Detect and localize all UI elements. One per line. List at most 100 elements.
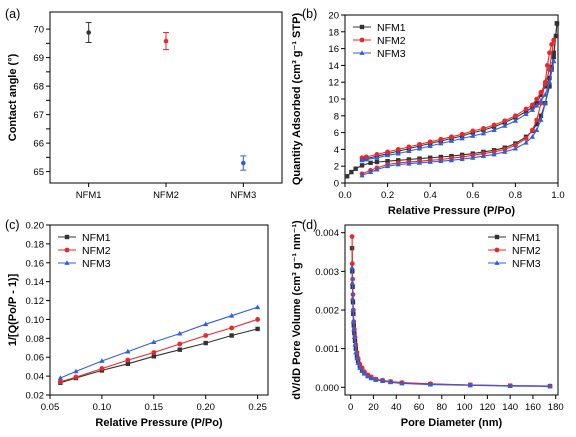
data-point-NFM3 xyxy=(542,100,548,106)
y-tick-label-d: 0.001 xyxy=(315,344,339,355)
data-point-NFM2 xyxy=(491,122,497,128)
plot-frame-c xyxy=(49,224,269,396)
data-point-NFM3 xyxy=(470,133,476,138)
x-tick-label-a: NFM2 xyxy=(153,190,179,201)
data-point-NFM2 xyxy=(544,63,550,68)
series-line-NFM3 xyxy=(60,306,258,379)
y-tick-label-c: 0.04 xyxy=(26,372,45,383)
data-point-NFM3 xyxy=(255,304,261,310)
data-point-NFM1 xyxy=(428,155,433,160)
y-tick-label-b: 8 xyxy=(334,111,339,122)
data-point-NFM2 xyxy=(459,131,465,137)
x-tick-label-d: 100 xyxy=(457,402,473,413)
data-point-NFM3 xyxy=(349,280,355,285)
y-tick-label-b: 6 xyxy=(334,128,339,139)
x-tick-label-a: NFM3 xyxy=(230,190,256,201)
data-point-NFM3 xyxy=(368,375,374,381)
data-point-NFM3 xyxy=(395,150,401,156)
data-point-NFM3 xyxy=(57,375,63,380)
data-point-NFM3 xyxy=(459,156,465,161)
data-point-NFM3 xyxy=(538,97,544,103)
y-tick-label-b: 0 xyxy=(334,179,339,190)
panel-label-d: (d) xyxy=(302,218,317,232)
y-tick-label-b: 20 xyxy=(328,11,339,22)
y-axis-label-c: 1/[Q(Po/P - 1)] xyxy=(7,273,19,346)
data-point-NFM2 xyxy=(203,333,209,338)
x-tick-label-d: 60 xyxy=(414,402,425,413)
series-NFM2 xyxy=(163,32,169,51)
data-point-NFM3 xyxy=(523,111,529,117)
data-point-NFM1 xyxy=(385,158,390,164)
data-point-NFM2 xyxy=(57,379,63,385)
x-tick-label-c: 0.15 xyxy=(145,402,164,413)
series-NFM1 xyxy=(58,326,260,385)
data-point-NFM3 xyxy=(480,153,487,159)
legend-label-NFM2: NFM2 xyxy=(377,35,406,47)
x-tick-label-c: 0.20 xyxy=(196,402,215,413)
legend-marker-NFM2 xyxy=(64,247,70,253)
data-point-NFM3 xyxy=(534,102,540,108)
data-point-NFM3 xyxy=(538,117,544,122)
y-tick-label-c: 0.14 xyxy=(26,277,45,288)
data-point-NFM3 xyxy=(385,152,391,158)
y-axis-label-d: dV/dD Pore Volume (cm³ g⁻¹ nm⁻¹) xyxy=(291,220,303,400)
data-point-NFM2 xyxy=(538,89,544,95)
data-point-NFM3 xyxy=(529,134,536,139)
data-point-NFM3 xyxy=(427,381,434,387)
data-point-NFM3 xyxy=(406,160,412,166)
series-NFM3 xyxy=(359,58,557,178)
y-tick-label-c: 0.08 xyxy=(26,334,45,345)
legend-marker-NFM3 xyxy=(494,260,500,265)
data-point-NFM3 xyxy=(351,334,357,339)
x-axis-label-d: Pore Diameter (nm) xyxy=(401,417,503,429)
y-tick-label-c: 0.10 xyxy=(26,315,45,326)
y-tick-label-a: 67 xyxy=(33,110,44,121)
data-point-NFM2 xyxy=(255,317,261,322)
x-tick-label-b: 1.0 xyxy=(551,190,564,201)
data-point-NFM3 xyxy=(427,159,433,164)
data-point-NFM2 xyxy=(530,102,535,108)
legend-marker-NFM1 xyxy=(64,234,70,240)
data-point-NFM3 xyxy=(359,172,365,178)
data-point-NFM3 xyxy=(467,382,473,388)
y-tick-label-a: 65 xyxy=(33,167,44,178)
y-tick-label-b: 12 xyxy=(328,78,339,89)
legend-marker-NFM3 xyxy=(359,50,365,55)
data-point-NFM3 xyxy=(507,383,513,389)
data-point-NFM3 xyxy=(353,349,359,355)
x-tick-label-a: NFM1 xyxy=(76,190,102,201)
data-point-NFM3 xyxy=(459,135,465,141)
data-point-NFM3 xyxy=(352,341,358,347)
data-point-NFM2 xyxy=(534,96,540,102)
data-point-NFM3 xyxy=(350,307,356,312)
legend-label-NFM1: NFM1 xyxy=(512,232,541,244)
data-point-NFM1 xyxy=(438,154,444,160)
data-point-NFM3 xyxy=(367,169,374,174)
x-tick-label-d: 160 xyxy=(525,402,541,413)
series-line-NFM3 xyxy=(361,61,555,176)
data-point-NFM3 xyxy=(363,156,369,162)
y-tick-label-a: 68 xyxy=(33,82,44,93)
data-point-NFM3 xyxy=(365,373,371,379)
data-point-NFM3 xyxy=(491,127,497,132)
panel-c xyxy=(46,224,269,399)
data-point-NFM3 xyxy=(373,377,379,382)
data-point-NFM3 xyxy=(349,264,355,270)
legend-marker-NFM1 xyxy=(494,234,500,240)
panel-b xyxy=(341,14,560,187)
data-point-NFM1 xyxy=(349,169,354,175)
data-point-NFM3 xyxy=(448,138,455,143)
data-point-NFM2 xyxy=(349,234,355,239)
data-point-NFM3 xyxy=(361,370,367,376)
data-point-NFM3 xyxy=(427,143,433,148)
y-tick-label-b: 4 xyxy=(334,145,339,156)
data-point-NFM1 xyxy=(538,92,544,97)
y-tick-label-d: 0.003 xyxy=(315,267,339,278)
series-line-NFM2 xyxy=(60,318,258,383)
x-tick-label-c: 0.25 xyxy=(248,402,267,413)
y-tick-label-b: 14 xyxy=(328,61,339,72)
data-point-NFM2 xyxy=(542,81,548,87)
data-point-NFM2 xyxy=(374,152,380,157)
data-point-NFM2 xyxy=(481,125,486,131)
y-tick-label-b: 10 xyxy=(328,95,339,106)
